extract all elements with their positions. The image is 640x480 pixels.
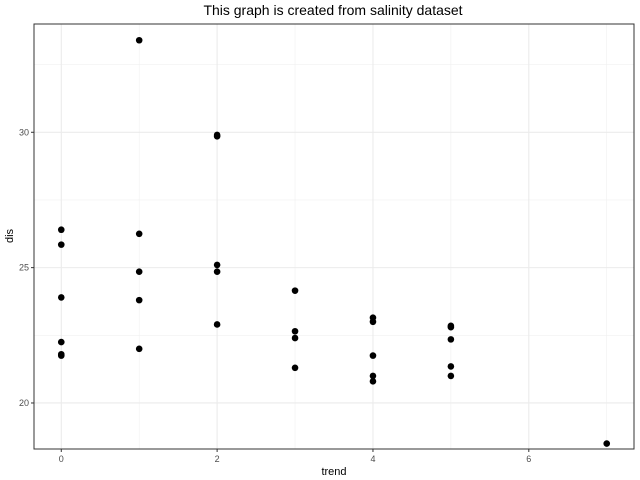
data-point [369,318,377,326]
data-point [57,352,65,359]
data-point [447,323,455,331]
data-point [213,133,221,140]
x-tick-label: 4 [370,454,375,464]
data-point [135,230,143,238]
data-point [291,364,299,372]
data-point [447,336,455,343]
data-point [447,363,455,370]
data-point [213,268,221,275]
data-point [369,372,377,380]
x-tick-label: 0 [59,454,64,464]
data-point [603,440,611,447]
axis-ticks: 0 2 4 6 20 25 30 [19,127,531,464]
data-point [135,268,143,275]
data-point [57,294,65,301]
data-point [213,321,221,328]
data-point [135,345,143,353]
y-tick-label: 30 [19,127,29,137]
data-point [291,334,299,342]
x-tick-label: 6 [526,454,531,464]
chart-title: This graph is created from salinity data… [203,2,462,18]
x-axis-title: trend [321,466,346,478]
data-point [291,327,299,335]
data-points [57,36,611,447]
plot-panel-border [33,23,635,450]
x-tick-label: 2 [215,454,220,464]
y-tick-label: 25 [19,263,29,273]
data-point [57,226,65,234]
y-axis-title: dis [4,228,16,243]
data-point [369,378,377,385]
data-point [447,372,455,380]
data-point [213,261,221,269]
data-point [135,36,143,44]
y-tick-label: 20 [19,398,29,408]
data-point [57,241,65,248]
grid [34,24,634,449]
data-point [369,352,377,359]
data-point [135,296,143,304]
data-point [57,338,65,346]
data-point [291,287,299,294]
